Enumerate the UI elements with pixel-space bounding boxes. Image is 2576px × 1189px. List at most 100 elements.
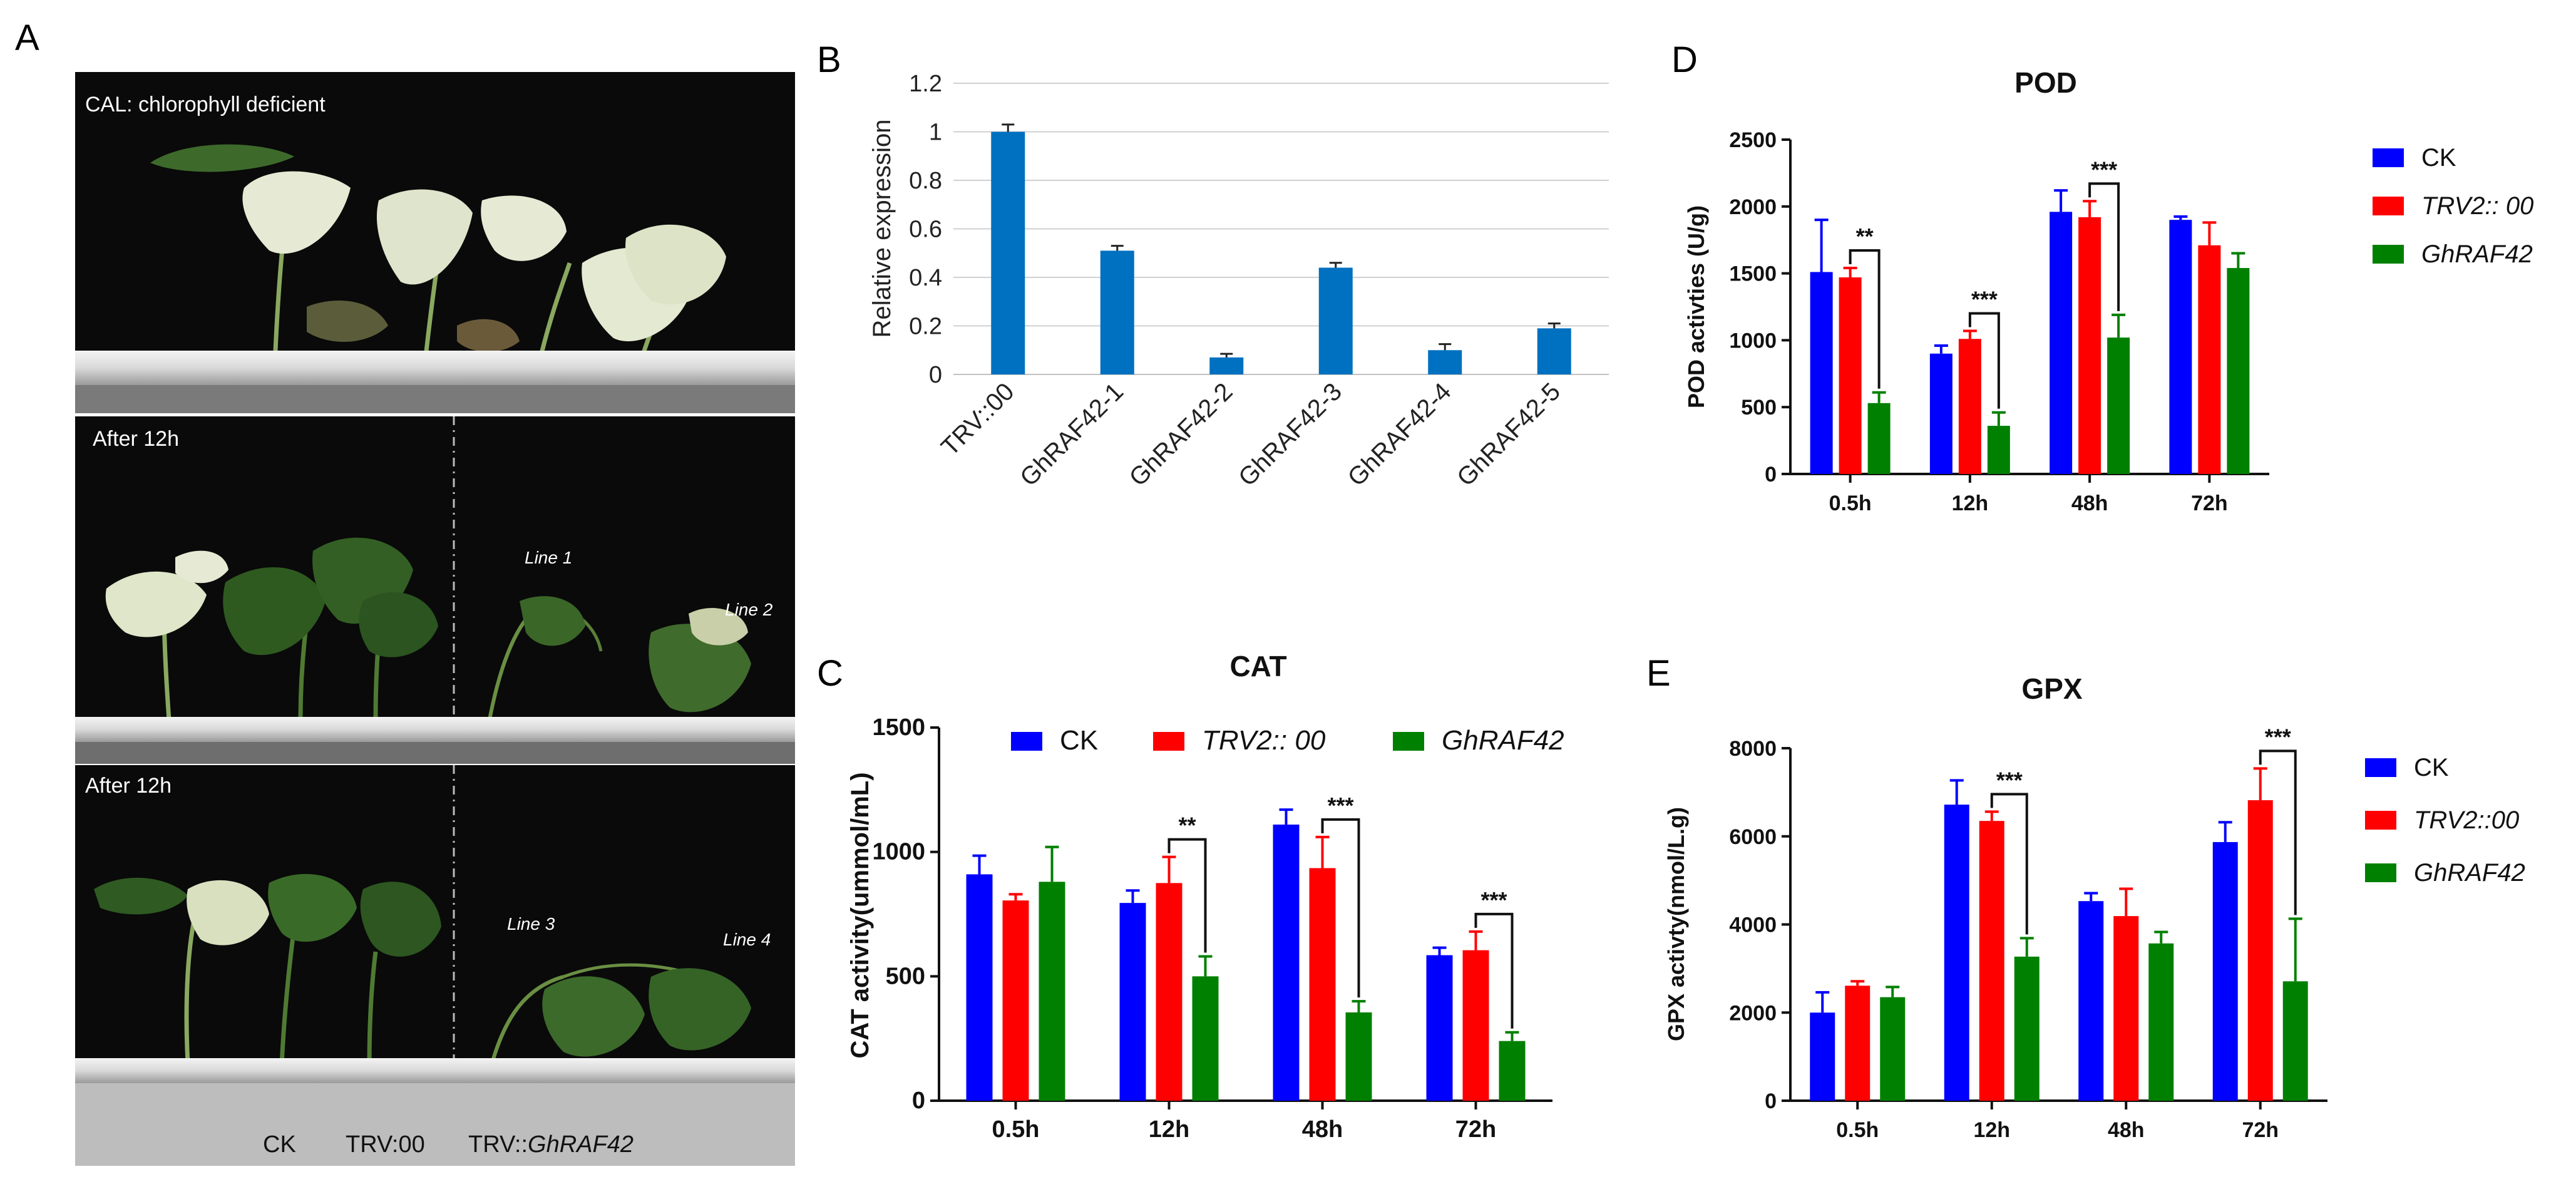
significance-bracket (2088, 182, 2120, 311)
leaf (649, 624, 751, 713)
legend-label: GhRAF42 (2414, 859, 2525, 887)
bar-trv2-00 (2198, 245, 2221, 474)
chart-pod: POD 0 500 1000 1500 2000 2500 POD activties (U/… (1683, 66, 2533, 515)
legend-swatch (2373, 148, 2404, 167)
bar-ghraf42 (2014, 956, 2040, 1101)
y-tick-label: 0 (929, 362, 942, 388)
panel-c-letter: C (817, 653, 843, 694)
leaf (150, 144, 294, 172)
legend-label: GhRAF42 (2421, 240, 2533, 268)
x-tick-label: 72h (2191, 492, 2228, 515)
leaf (94, 877, 188, 915)
x-tick-label: GhRAF42-4 (1343, 378, 1457, 492)
legend-swatch (1393, 732, 1424, 751)
leaf (105, 571, 207, 637)
y-tick-label: 6000 (1729, 825, 1777, 849)
y-axis-label: GPX activty(nmol/L.g) (1663, 807, 1689, 1041)
photo-middle-plants (105, 537, 751, 741)
y-tick-label: 0 (1765, 463, 1777, 486)
leaf (520, 596, 585, 646)
y-tick-label: 500 (1741, 396, 1777, 419)
y-tick-label: 1000 (872, 839, 925, 865)
significance-bracket (1849, 249, 1881, 389)
y-tick-label: 0.6 (909, 217, 942, 243)
significance-label: ** (1178, 813, 1196, 838)
x-tick-label: GhRAF42-2 (1124, 378, 1238, 492)
x-tick-label: TRV::00 (936, 378, 1019, 461)
y-axis-label: POD activties (U/g) (1683, 205, 1709, 408)
group-label-trv00: TRV:00 (346, 1131, 425, 1158)
tray-top (75, 351, 795, 385)
x-tick-label: 0.5h (992, 1116, 1039, 1143)
leaf (542, 976, 645, 1057)
legend-label: GhRAF42 (1442, 725, 1564, 756)
legend-swatch (2373, 197, 2404, 215)
bar-trv2-00 (1002, 900, 1029, 1101)
bar-ck (1810, 1012, 1835, 1101)
x-tick-label: 48h (1302, 1116, 1343, 1143)
photo-top-caption: CAL: chlorophyll deficient (85, 93, 326, 116)
bar-ghraf42 (1499, 1041, 1526, 1101)
bar-trv2-00 (1979, 821, 2004, 1101)
photo-middle-caption: After 12h (93, 427, 179, 451)
legend-label: TRV2:: 00 (1202, 725, 1326, 756)
bar (1100, 250, 1134, 374)
bar-ck (1929, 353, 1953, 474)
y-tick-label: 0 (1765, 1089, 1777, 1113)
bar-ck (1810, 272, 1833, 474)
chart-gpx: GPX 0 2000 4000 6000 8000 GPX activty(nmol/L.g… (1663, 672, 2525, 1142)
bar-ck (1944, 805, 1969, 1101)
bar-ck (2212, 842, 2238, 1101)
x-tick-label: 0.5h (1836, 1118, 1879, 1142)
bar-trv2-00 (1309, 868, 1336, 1101)
y-tick-label: 2000 (1729, 1001, 1777, 1025)
significance-bracket (1990, 793, 2028, 935)
significance-bracket (2259, 749, 2297, 915)
y-tick-label: 8000 (1729, 737, 1777, 761)
bar-ck (966, 874, 993, 1101)
chart-title: CAT (1229, 650, 1286, 682)
legend-label: CK (2414, 754, 2449, 781)
tray-middle (75, 717, 795, 742)
leaf (376, 189, 473, 285)
y-axis-label: CAT activity(ummol/mL) (846, 772, 874, 1058)
significance-bracket (1321, 818, 1360, 998)
legend-swatch (1011, 732, 1042, 751)
bar-ck (2169, 220, 2192, 474)
bar-ghraf42 (2282, 981, 2308, 1101)
leaf (307, 301, 388, 342)
bar-ck (1273, 824, 1300, 1101)
bar-trv2-00 (1462, 950, 1489, 1101)
chart-cat: CAT 0 500 1000 1500 CAT activity(ummol/mL) 0.5… (846, 650, 1564, 1143)
group-label-trv-ghraf42: TRV::GhRAF42 (468, 1131, 634, 1158)
bar-trv2-00 (2078, 217, 2101, 474)
significance-label: *** (2091, 157, 2117, 182)
panel-a: A CAL: chlorophyll deficient (15, 18, 795, 1166)
x-tick-label: 72h (1455, 1116, 1496, 1143)
line-2-label: Line 2 (725, 600, 773, 619)
x-tick-label: 12h (1973, 1118, 2010, 1142)
significance-label: *** (1996, 767, 2023, 793)
leaf (242, 171, 351, 254)
y-tick-label: 1 (929, 120, 942, 146)
leaf (223, 567, 326, 656)
bar-ck (1119, 903, 1146, 1101)
y-tick-label: 0.4 (909, 265, 942, 291)
y-tick-label: 1500 (1729, 262, 1777, 286)
bar (1209, 357, 1244, 374)
x-tick-label: 12h (1149, 1116, 1189, 1143)
leaf (175, 550, 228, 584)
y-tick-label: 4000 (1729, 914, 1777, 937)
legend: CK TRV2:: 00 GhRAF42 (1011, 725, 1564, 756)
panel-e-letter: E (1646, 653, 1671, 694)
significance-bracket (1167, 838, 1207, 953)
legend-label: CK (1060, 725, 1098, 756)
y-tick-label: 2500 (1729, 128, 1777, 152)
chart-title: GPX (2021, 672, 2082, 705)
bar-trv2-00 (1839, 277, 1862, 474)
x-tick-label: 12h (1952, 492, 1989, 515)
significance-bracket (1968, 312, 2000, 409)
